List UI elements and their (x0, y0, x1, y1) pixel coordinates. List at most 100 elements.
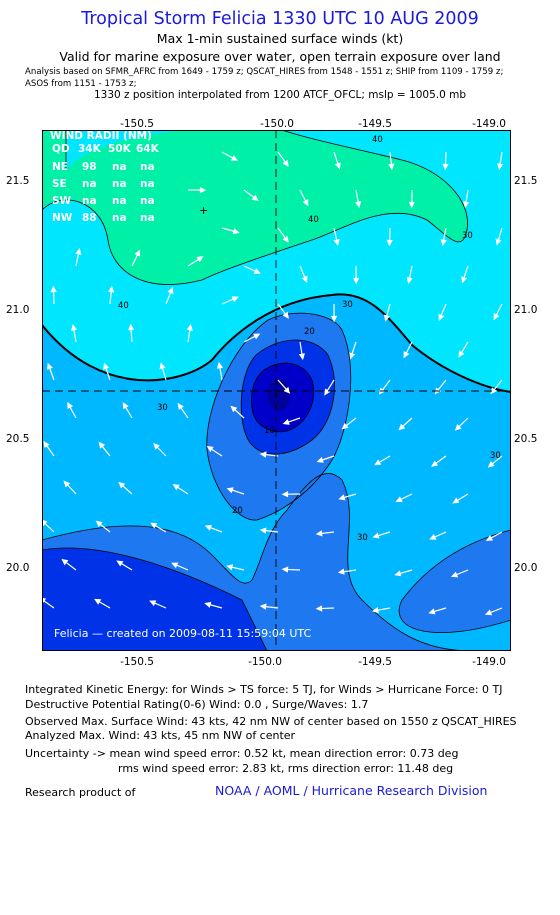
contour-label: 40 (372, 135, 383, 145)
wind-radii-value: na (82, 178, 97, 190)
wind-vector-head (134, 249, 141, 257)
wind-vector-head (43, 440, 50, 449)
wind-radii-value: na (82, 195, 97, 207)
wind-vector-head (122, 402, 129, 410)
wind-vector-head (333, 238, 340, 246)
wind-vector-head (406, 277, 413, 285)
lon-tick-bottom: -149.0 (472, 656, 506, 668)
lon-tick-top: -150.0 (260, 118, 294, 130)
wind-vector-head (204, 601, 212, 608)
wind-vector-head (108, 285, 115, 293)
wind-vector-head (497, 163, 504, 171)
lat-tick-left: 20.0 (6, 562, 30, 574)
wind-vector-head (216, 361, 224, 369)
contour-label: 30 (342, 300, 353, 310)
contour-label: 30 (462, 231, 473, 241)
wind-vector-head (315, 605, 323, 612)
wind-vector-head (440, 239, 447, 247)
wind-vector-head (159, 362, 166, 370)
uncertainty-line2: rms wind speed error: 2.83 kt, rms direc… (118, 762, 454, 775)
wind-vector-head (282, 235, 289, 243)
wind-vector-head (251, 194, 259, 202)
wind-vector-head (282, 418, 290, 425)
wind-vector-head (341, 422, 349, 430)
wind-radii-header: 64K (136, 143, 160, 155)
contour-lines (42, 130, 511, 651)
analyzed-max-line: Analyzed Max. Wind: 43 kts, 45 nm NW of … (25, 729, 296, 742)
wind-vector-head (231, 296, 239, 303)
wind-vector-head (398, 423, 406, 431)
research-label: Research product of (25, 786, 136, 799)
lon-tick-bottom: -150.5 (120, 656, 154, 668)
wind-vector-head (50, 285, 57, 293)
wind-vector-head (177, 402, 184, 410)
wind-vector-head (371, 607, 379, 614)
creation-credit: Felicia — created on 2009-08-11 15:59:04… (54, 627, 311, 640)
wind-vector-head (302, 199, 309, 207)
center-minimum (268, 379, 290, 411)
center-crosshair (42, 130, 511, 651)
wind-vector-head (316, 456, 324, 463)
wind-vector-head (487, 460, 495, 468)
wind-radii-quadrant: SW (52, 195, 72, 207)
contour-label: 40 (308, 215, 319, 225)
wind-vector-head (67, 401, 74, 409)
wind-radii-header: 50K (108, 143, 132, 155)
wind-vector-head (461, 276, 468, 284)
wind-vector-head (253, 268, 261, 274)
wind-field-map: 40 40 40 30 30 30 30 30 20 20 10 WIND RA… (42, 130, 511, 651)
wind-vector-arrows (42, 151, 504, 616)
wind-vector-head (338, 494, 346, 501)
wind-vector-head (230, 405, 238, 413)
wind-vector-head (493, 313, 500, 321)
lon-tick-bottom: -150.0 (248, 656, 282, 668)
wind-radii-value: na (140, 212, 155, 224)
wind-vector-head (95, 520, 103, 528)
wind-vector-head (128, 323, 135, 331)
wind-vector-head (94, 598, 102, 605)
wind-vector-head (458, 350, 465, 358)
wind-radii-quadrant: NE (52, 161, 68, 173)
wind-vector-head (298, 353, 305, 361)
wind-radii-header: 34K (78, 143, 102, 155)
lat-tick-right: 20.0 (514, 562, 538, 574)
wind-vector-head (226, 487, 234, 494)
wind-vector-head (116, 560, 124, 567)
wind-vector-head (63, 480, 71, 488)
wind-vector-head (394, 570, 402, 577)
contour-fill-group (42, 130, 511, 651)
band-10-20-kt (42, 548, 267, 651)
wind-radii-value: 88 (82, 212, 97, 224)
observed-max-marker: + (199, 204, 208, 217)
ike-line: Integrated Kinetic Energy: for Winds > T… (25, 683, 503, 696)
wind-vector-head (186, 323, 193, 331)
wind-vector-head (337, 568, 345, 575)
wind-vector-head (199, 187, 207, 194)
hrd-link[interactable]: NOAA / AOML / Hurricane Research Divisio… (215, 783, 488, 798)
page-title: Tropical Storm Felicia 1330 UTC 10 AUG 2… (81, 9, 479, 29)
wind-vector-head (118, 481, 126, 489)
contour-label: 20 (304, 327, 315, 337)
wind-radii-table: WIND RADII (NM) QD 34K 50K 64K NE 98 na … (50, 130, 160, 224)
wind-vector-head (232, 228, 240, 235)
contour-label: 10 (264, 426, 275, 436)
wind-radii-value: 98 (82, 161, 97, 173)
wind-vector-head (450, 571, 459, 578)
wind-vector-head (495, 238, 502, 246)
wind-vector-head (383, 314, 390, 322)
wind-vector-head (281, 491, 289, 498)
wind-vector-head (230, 155, 238, 161)
wind-vector-head (429, 533, 437, 540)
wind-vector-head (206, 445, 214, 453)
lat-tick-right: 21.0 (514, 304, 538, 316)
analysis-sources-line2: ASOS from 1151 - 1753 z; (25, 79, 137, 89)
wind-vector-head (353, 277, 360, 285)
wind-vector-head (171, 562, 179, 569)
wind-vector-head (149, 600, 157, 607)
wind-vector-head (334, 162, 341, 170)
wind-vector-head (355, 201, 362, 209)
wind-radii-value: na (140, 195, 155, 207)
wind-radii-quadrant: NW (52, 212, 73, 224)
lon-tick-top: -149.5 (358, 118, 392, 130)
lon-tick-bottom: -149.5 (358, 656, 392, 668)
